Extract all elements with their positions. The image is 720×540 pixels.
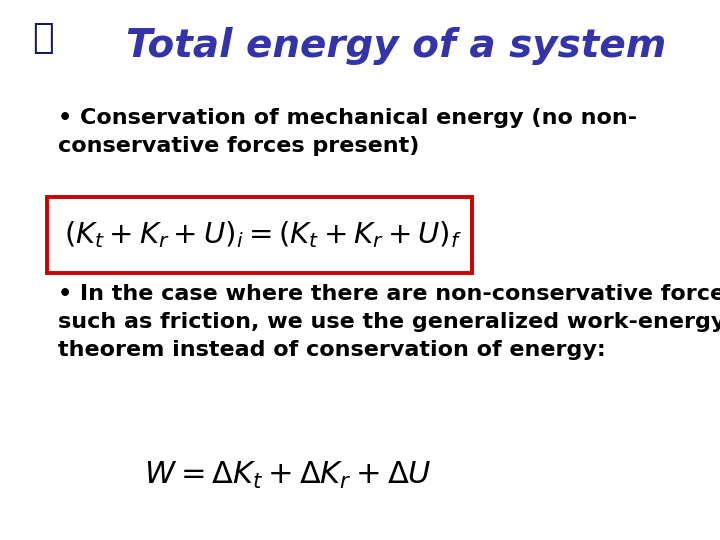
Text: $\left(K_t + K_r + U\right)_i = \left(K_t + K_r + U\right)_f$: $\left(K_t + K_r + U\right)_i = \left(K_… xyxy=(64,219,462,251)
Text: • In the case where there are non-conservative forces
such as friction, we use t: • In the case where there are non-conser… xyxy=(58,284,720,360)
Text: Total energy of a system: Total energy of a system xyxy=(126,27,666,65)
FancyBboxPatch shape xyxy=(47,197,472,273)
Text: 🦎: 🦎 xyxy=(32,21,54,55)
Text: • Conservation of mechanical energy (no non-
conservative forces present): • Conservation of mechanical energy (no … xyxy=(58,108,636,156)
Text: $W = \Delta K_t + \Delta K_r + \Delta U$: $W = \Delta K_t + \Delta K_r + \Delta U$ xyxy=(144,460,432,491)
